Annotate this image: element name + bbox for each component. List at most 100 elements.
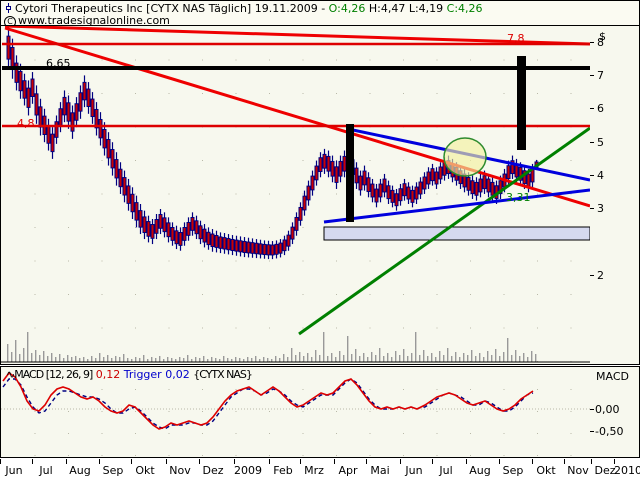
date-tick-mark xyxy=(532,459,533,464)
date-tick-label: Sep xyxy=(102,464,124,477)
macd-trigger-value: Trigger 0,02 xyxy=(123,368,190,381)
overlay-markers xyxy=(346,56,526,222)
marker-bar-right xyxy=(517,56,526,150)
date-axis[interactable]: Jun Jul Aug Sep Okt Nov Dez 2009 Feb Mrz Apr Mai Jun… xyxy=(0,459,640,480)
macd-indicator-panel[interactable]: ∿MACD [12, 26, 9] 0,12 Trigger 0,02 {CYT… xyxy=(0,366,591,458)
price-tick-mark xyxy=(590,175,594,176)
candlestick-series xyxy=(6,26,539,260)
date-tick-mark xyxy=(614,459,615,464)
date-tick-mark xyxy=(400,459,401,464)
level-label-7-8: 7,8 xyxy=(507,32,525,45)
level-label-4-8: 4,8 xyxy=(17,117,35,130)
date-tick-mark xyxy=(564,459,565,464)
instrument-title-line: Cytori Therapeutics Inc [CYTX NAS Täglic… xyxy=(5,2,483,15)
price-tick-mark xyxy=(590,275,594,276)
overlay-trendlines xyxy=(2,26,590,336)
macd-value: 0,12 xyxy=(95,368,121,381)
instrument-title: Cytori Therapeutics Inc [CYTX NAS Täglic… xyxy=(15,2,326,15)
macd-line xyxy=(2,371,534,430)
price-tick-mark xyxy=(590,108,594,109)
marker-bar-left xyxy=(346,124,354,222)
downtrend-line-red xyxy=(4,26,590,208)
volume-bars xyxy=(1,332,590,363)
date-tick-label: Aug xyxy=(469,464,491,477)
date-tick-label: Mai xyxy=(370,464,390,477)
price-axis[interactable]: $ 8 7 6 5 4 3 2 xyxy=(590,25,640,365)
date-tick-label: Okt xyxy=(135,464,155,477)
date-tick-mark xyxy=(234,459,235,464)
price-tick-label: 2 xyxy=(597,269,604,282)
price-tick-label: 4 xyxy=(597,169,604,182)
macd-trigger-line xyxy=(2,378,534,430)
price-chart-panel[interactable]: 7,8 6,65 4,8 3,31 xyxy=(0,25,591,365)
date-tick-mark xyxy=(166,459,167,464)
macd-tick-mark xyxy=(590,409,594,410)
date-tick-label: 2010 xyxy=(614,464,640,477)
date-tick-label: Dez xyxy=(594,464,616,477)
date-tick-mark xyxy=(300,459,301,464)
price-tick-label: 3 xyxy=(597,202,604,215)
resistance-line-upper-red xyxy=(4,26,590,46)
date-tick-mark xyxy=(99,459,100,464)
macd-chart-canvas xyxy=(1,371,590,456)
date-tick-mark xyxy=(591,459,592,464)
macd-tick-label: -0,50 xyxy=(595,425,624,438)
candlestick-icon xyxy=(5,3,12,13)
date-tick-label: Sep xyxy=(502,464,524,477)
date-tick-mark xyxy=(466,459,467,464)
price-tick-label: 7 xyxy=(597,69,604,82)
support-line-blue-lower xyxy=(323,188,590,224)
quote-close: C:4,26 xyxy=(446,2,483,15)
date-tick-label: Aug xyxy=(69,464,91,477)
quote-high: H:4,47 xyxy=(368,2,406,15)
level-label-3-31: 3,31 xyxy=(506,191,531,204)
price-tick-label: 8 xyxy=(597,36,604,49)
price-axis-unit: $ xyxy=(599,30,606,43)
quote-open: O:4,26 xyxy=(328,2,366,15)
date-tick-mark xyxy=(334,459,335,464)
macd-tick-mark xyxy=(590,431,594,432)
price-tick-mark xyxy=(590,42,594,43)
crossover-highlight-circle xyxy=(443,137,487,177)
macd-tick-label: 0,00 xyxy=(595,403,620,416)
price-tick-mark xyxy=(590,208,594,209)
price-chart-canvas xyxy=(1,26,590,363)
macd-wave-icon: ∿ xyxy=(6,368,15,381)
macd-axis-title: MACD xyxy=(596,370,629,383)
date-tick-label: Mrz xyxy=(304,464,324,477)
macd-indicator-name: MACD [12, 26, 9] xyxy=(14,368,93,381)
price-tick-mark xyxy=(590,142,594,143)
date-tick-mark xyxy=(0,459,1,464)
macd-axis[interactable]: MACD 0,00 -0,50 xyxy=(590,366,640,458)
date-tick-label: Nov xyxy=(567,464,589,477)
date-tick-mark xyxy=(499,459,500,464)
grid-dots xyxy=(34,59,572,362)
date-tick-mark xyxy=(269,459,270,464)
date-tick-label: Jun xyxy=(5,464,23,477)
support-zone-band xyxy=(323,226,590,241)
date-tick-label: Okt xyxy=(536,464,556,477)
date-tick-label: Jun xyxy=(405,464,423,477)
uptrend-line-green xyxy=(298,126,590,336)
price-tick-mark xyxy=(590,75,594,76)
quote-low: L:4,19 xyxy=(408,2,444,15)
chart-header: Cytori Therapeutics Inc [CYTX NAS Täglic… xyxy=(0,0,640,28)
date-tick-label: Feb xyxy=(273,464,293,477)
date-tick-label: Apr xyxy=(338,464,358,477)
date-tick-mark xyxy=(66,459,67,464)
date-tick-mark xyxy=(131,459,132,464)
date-tick-label: Nov xyxy=(169,464,191,477)
date-tick-label: 2009 xyxy=(234,464,262,477)
date-tick-label: Jul xyxy=(39,464,53,477)
macd-symbol: {CYTX NAS} xyxy=(193,368,253,381)
overlay-zones xyxy=(323,226,590,241)
date-tick-mark xyxy=(366,459,367,464)
grid-dots xyxy=(34,389,572,456)
macd-header-line: ∿MACD [12, 26, 9] 0,12 Trigger 0,02 {CYT… xyxy=(6,368,253,381)
copyright-text: www.tradesignalonline.com xyxy=(18,14,170,27)
date-tick-mark xyxy=(32,459,33,464)
price-tick-label: 6 xyxy=(597,102,604,115)
price-tick-label: 5 xyxy=(597,136,604,149)
date-tick-mark xyxy=(199,459,200,464)
